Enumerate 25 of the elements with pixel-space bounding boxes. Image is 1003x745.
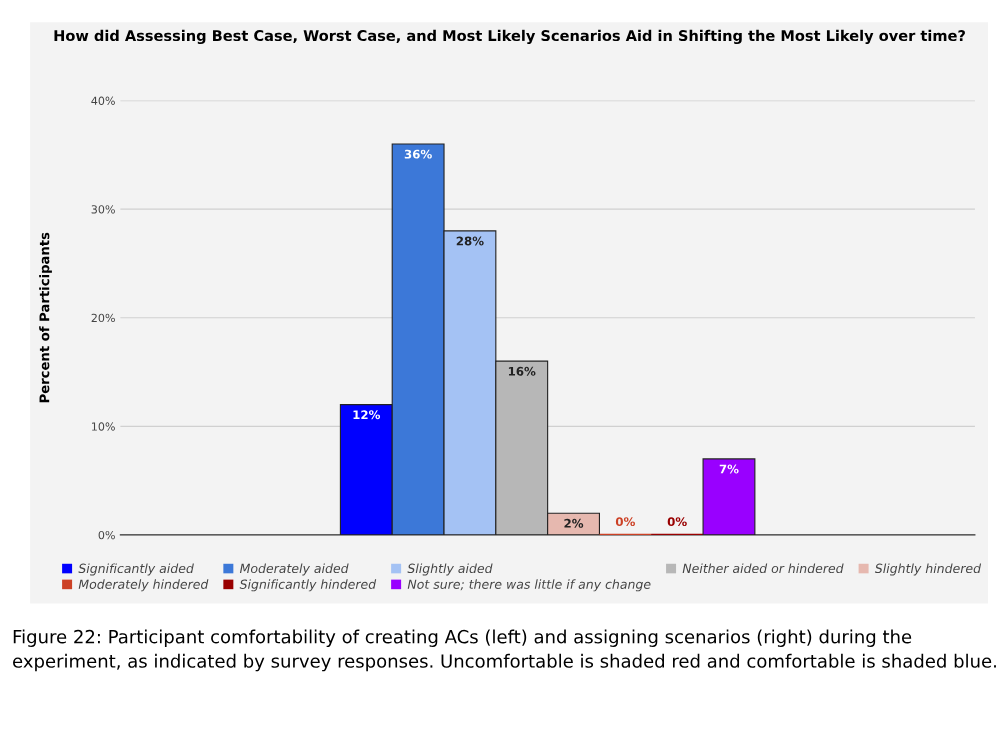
data-label: 16%	[508, 366, 536, 376]
legend-label: Moderately hindered	[78, 579, 209, 592]
y-tick-label: 30%	[91, 205, 115, 214]
chart-title: How did Assessing Best Case, Worst Case, and Most Likely Scenarios Aid in Shifting the Most Likely over time?	[54, 29, 965, 45]
data-label: 2%	[564, 518, 584, 528]
y-tick-label: 20%	[91, 313, 115, 323]
caption: Figure 22: Participant comfortability of creating ACs (left) and assigning scenarios (right) during the experiment, as indicated by survey responses. Uncomfortable is shaded red and comfortable is shaded blue.	[13, 629, 996, 672]
legend-label: Significantly aided	[78, 563, 194, 576]
data-label: 28%	[456, 236, 484, 246]
data-label: 12%	[353, 410, 381, 420]
data-label: 36%	[404, 149, 432, 159]
legend-label: Neither aided or hindered	[682, 563, 844, 574]
data-label: 7%	[719, 464, 739, 474]
bar	[702, 458, 756, 535]
legend-label: Moderately aided	[239, 563, 349, 576]
legend-label: Slightly aided	[407, 563, 493, 576]
data-label: 0%	[667, 517, 687, 527]
y-tick-label: 40%	[91, 96, 115, 105]
legend-label: Significantly hindered	[239, 579, 377, 592]
y-tick-label: 10%	[92, 422, 115, 431]
y-axis-title: Percent of Participants	[39, 232, 52, 403]
data-label: 0%	[615, 517, 635, 527]
legend-label: Slightly hindered	[874, 563, 982, 576]
y-tick-label: 0%	[98, 530, 115, 540]
legend-label: Not sure; there was little if any change	[407, 579, 651, 592]
